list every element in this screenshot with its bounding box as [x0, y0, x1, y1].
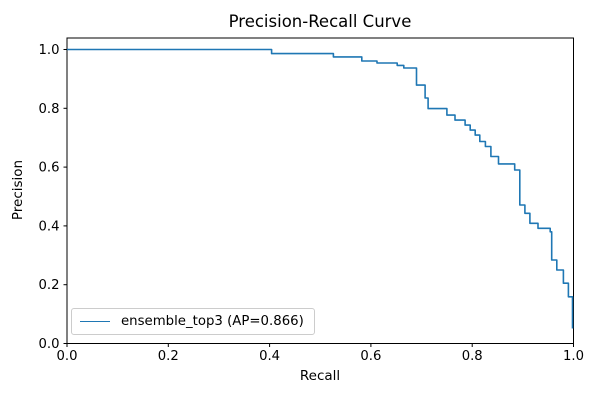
y-tick-label: 0.6: [39, 161, 60, 176]
x-axis-ticks: 0.0 0.2 0.4 0.6 0.8 1.0: [57, 343, 584, 364]
legend-line-sample: [80, 321, 110, 322]
y-tick-label: 0.8: [39, 102, 60, 117]
legend-entry-label: ensemble_top3 (AP=0.866): [121, 314, 304, 329]
pr-curve-line: [67, 48, 574, 329]
chart-title: Precision-Recall Curve: [229, 12, 412, 31]
plot-area-spines: [66, 37, 574, 344]
y-axis-label: Precision: [10, 160, 26, 220]
x-tick-label: 1.0: [563, 349, 584, 364]
x-axis-label: Recall: [300, 368, 340, 384]
y-axis-ticks: 0.0 0.2 0.4 0.6 0.8 1.0: [39, 43, 67, 352]
x-tick-label: 0.8: [462, 349, 483, 364]
x-tick-label: 0.2: [158, 349, 179, 364]
y-tick-label: 1.0: [39, 43, 60, 58]
y-tick-label: 0.4: [39, 219, 60, 234]
x-tick-label: 0.6: [360, 349, 381, 364]
y-tick-label: 0.2: [39, 278, 60, 293]
y-tick-label: 0.0: [39, 337, 60, 352]
x-tick-label: 0.4: [259, 349, 280, 364]
x-tick-label: 0.0: [57, 349, 78, 364]
legend: ensemble_top3 (AP=0.866): [71, 308, 315, 335]
